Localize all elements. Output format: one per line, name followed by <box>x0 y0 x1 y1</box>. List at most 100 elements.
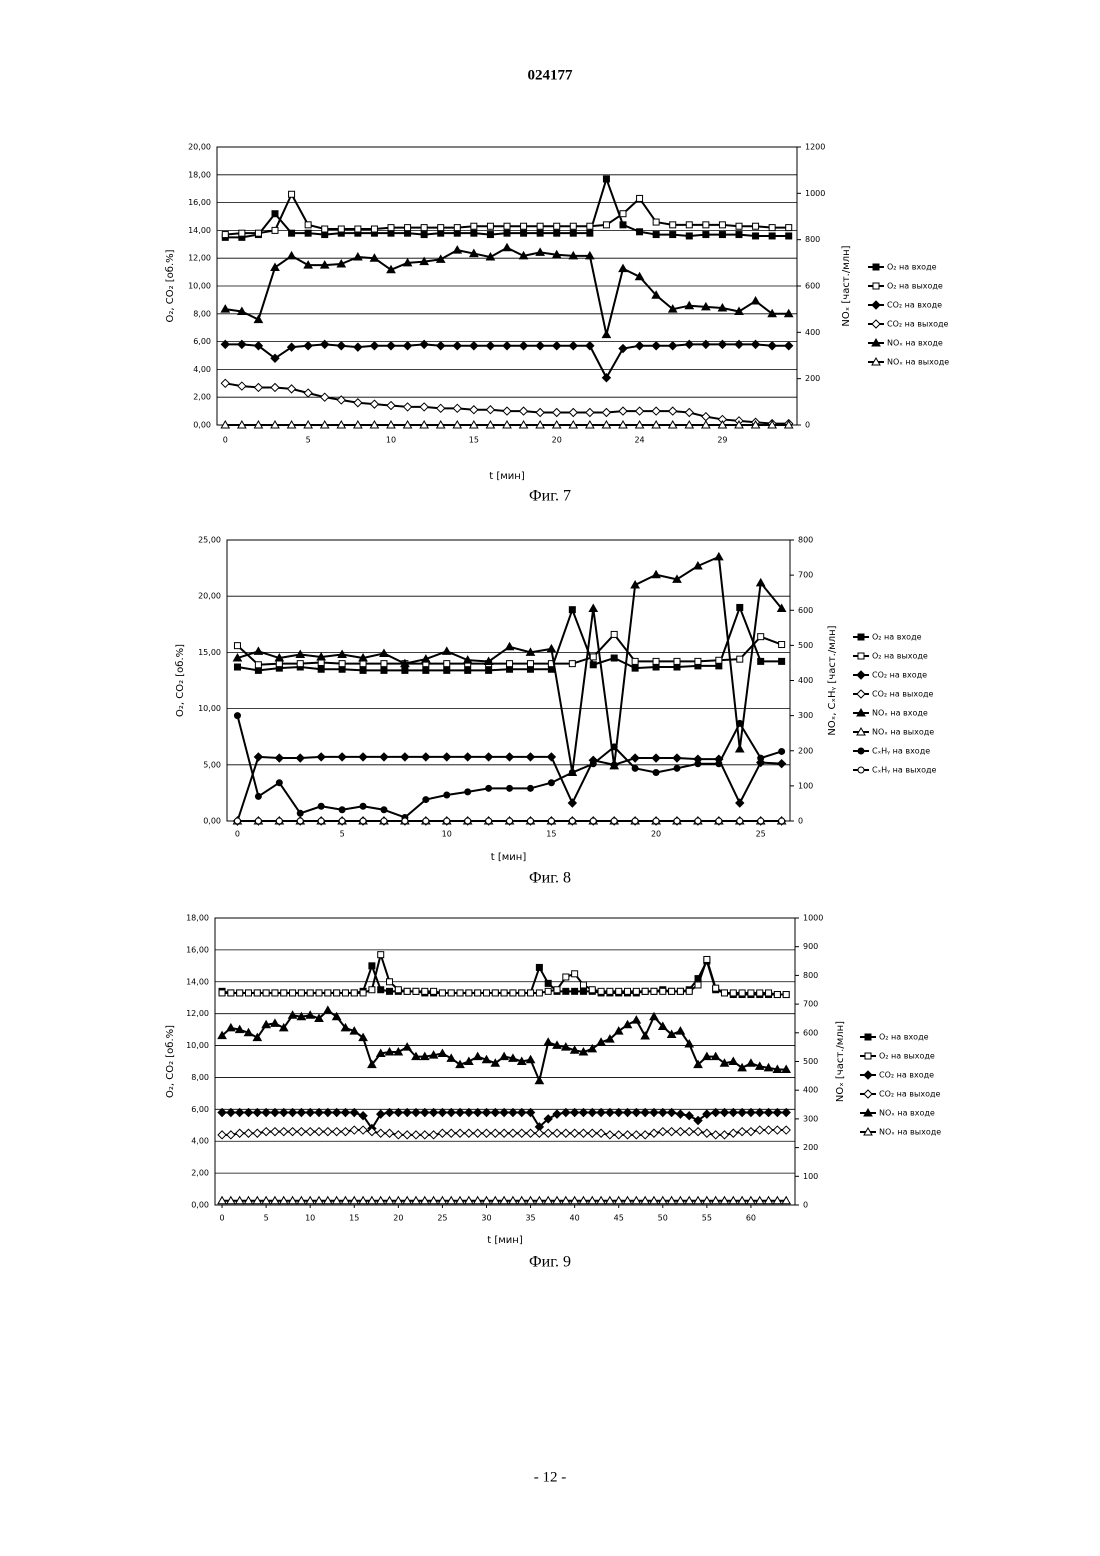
x-tick-label: 50 <box>658 1214 668 1223</box>
data-point <box>290 990 296 996</box>
y-tick-label: 14,00 <box>188 226 211 235</box>
data-point <box>521 223 527 229</box>
data-point <box>466 990 472 996</box>
data-point <box>501 990 507 996</box>
y-tick-label: 14,00 <box>186 977 209 986</box>
legend-marker <box>873 283 879 289</box>
data-point <box>338 226 344 232</box>
data-point <box>653 219 659 225</box>
data-point <box>590 761 596 767</box>
y2-tick-label: 1000 <box>803 914 823 923</box>
data-point <box>318 818 324 824</box>
data-point <box>620 211 626 217</box>
y-axis-title: O₂, CO₂ [об.%] <box>165 1025 176 1098</box>
data-point <box>519 990 525 996</box>
data-point <box>528 990 534 996</box>
data-point <box>444 661 450 667</box>
data-point <box>402 667 408 673</box>
legend-marker <box>865 1034 871 1040</box>
y-tick-label: 12,00 <box>186 1009 209 1018</box>
y2-tick-label: 400 <box>798 676 813 685</box>
data-point <box>504 223 510 229</box>
data-point <box>753 233 759 239</box>
data-point <box>360 803 366 809</box>
data-point <box>590 818 596 824</box>
data-point <box>228 990 234 996</box>
data-point <box>334 990 340 996</box>
data-point <box>431 988 437 994</box>
data-point <box>297 818 303 824</box>
data-point <box>739 990 745 996</box>
y-tick-label: 15,00 <box>198 648 221 657</box>
y-tick-label: 4,00 <box>191 1137 209 1146</box>
data-point <box>589 987 595 993</box>
legend-label: O₂ на входе <box>887 263 937 272</box>
legend-label: NOₓ на выходе <box>879 1128 941 1137</box>
data-point <box>766 990 772 996</box>
y-tick-label: 0,00 <box>203 817 221 826</box>
data-point <box>381 807 387 813</box>
data-point <box>422 988 428 994</box>
data-point <box>651 988 657 994</box>
patent-number: 024177 <box>528 67 574 83</box>
data-point <box>590 662 596 668</box>
legend-label: O₂ на выходе <box>879 1052 935 1061</box>
legend-label: CₓHᵧ на входе <box>872 747 930 756</box>
data-point <box>779 642 785 648</box>
data-point <box>572 971 578 977</box>
data-point <box>475 990 481 996</box>
y2-axis-title: NOₓ [част./млн] <box>835 1021 846 1102</box>
data-point <box>507 661 513 667</box>
legend-marker <box>858 653 864 659</box>
data-point <box>381 667 387 673</box>
data-point <box>603 176 609 182</box>
data-point <box>674 765 680 771</box>
data-point <box>254 990 260 996</box>
y2-axis-title: NOₓ [част./млн] <box>841 245 852 326</box>
data-point <box>537 230 543 236</box>
legend-label: NOₓ на выходе <box>872 728 934 737</box>
data-point <box>545 988 551 994</box>
data-point <box>421 225 427 231</box>
data-point <box>387 988 393 994</box>
data-point <box>454 225 460 231</box>
data-point <box>234 643 240 649</box>
data-point <box>719 222 725 228</box>
x-axis-title: t [мин] <box>491 852 527 863</box>
data-point <box>360 661 366 667</box>
data-point <box>527 661 533 667</box>
data-point <box>448 990 454 996</box>
data-point <box>653 658 659 664</box>
data-point <box>492 990 498 996</box>
data-point <box>297 810 303 816</box>
data-point <box>677 988 683 994</box>
data-point <box>783 992 789 998</box>
data-point <box>360 667 366 673</box>
data-point <box>465 789 471 795</box>
data-point <box>695 658 701 664</box>
x-tick-label: 15 <box>546 830 556 839</box>
data-point <box>255 818 261 824</box>
figure-caption: Фиг. 9 <box>529 1254 571 1271</box>
y2-tick-label: 400 <box>805 328 820 337</box>
data-point <box>537 223 543 229</box>
data-point <box>686 233 692 239</box>
data-point <box>587 223 593 229</box>
legend-marker <box>858 748 864 754</box>
legend-marker <box>865 1053 871 1059</box>
data-point <box>276 661 282 667</box>
data-point <box>611 744 617 750</box>
data-point <box>737 604 743 610</box>
data-point <box>289 230 295 236</box>
data-point <box>351 990 357 996</box>
data-point <box>339 807 345 813</box>
x-tick-label: 30 <box>481 1214 491 1223</box>
y-tick-label: 16,00 <box>188 198 211 207</box>
data-point <box>378 952 384 958</box>
data-point <box>281 990 287 996</box>
x-tick-label: 0 <box>235 830 240 839</box>
data-point <box>769 233 775 239</box>
legend-label: NOₓ на входе <box>872 709 928 718</box>
data-point <box>339 666 345 672</box>
data-point <box>580 988 586 994</box>
